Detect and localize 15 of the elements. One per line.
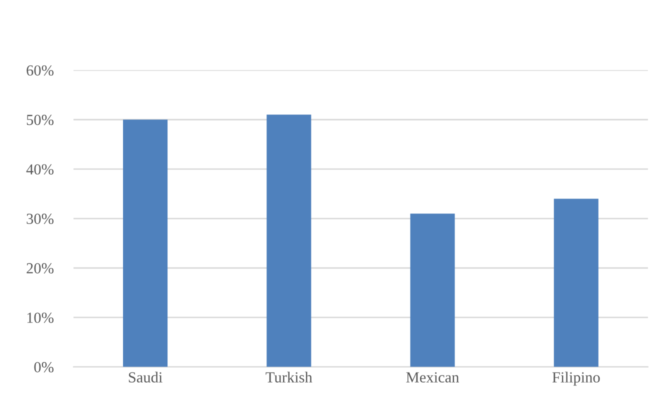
bar (266, 114, 312, 367)
bar (554, 198, 598, 367)
y-tick-label: 40% (26, 164, 54, 175)
y-tick-label: 10% (27, 312, 54, 323)
x-tick-label: Saudi (128, 372, 162, 383)
y-tick-label: 20% (26, 263, 54, 274)
x-tick-label: Turkish (266, 372, 312, 383)
y-tick-label: 30% (26, 214, 54, 224)
bar (410, 214, 455, 367)
x-tick-label: Filipino (552, 372, 600, 386)
y-tick-label: 0% (34, 362, 54, 372)
x-tick-label: Mexican (406, 372, 460, 383)
y-tick-label: 50% (26, 114, 54, 126)
y-tick-label: 60% (26, 65, 54, 76)
bar (123, 120, 168, 367)
